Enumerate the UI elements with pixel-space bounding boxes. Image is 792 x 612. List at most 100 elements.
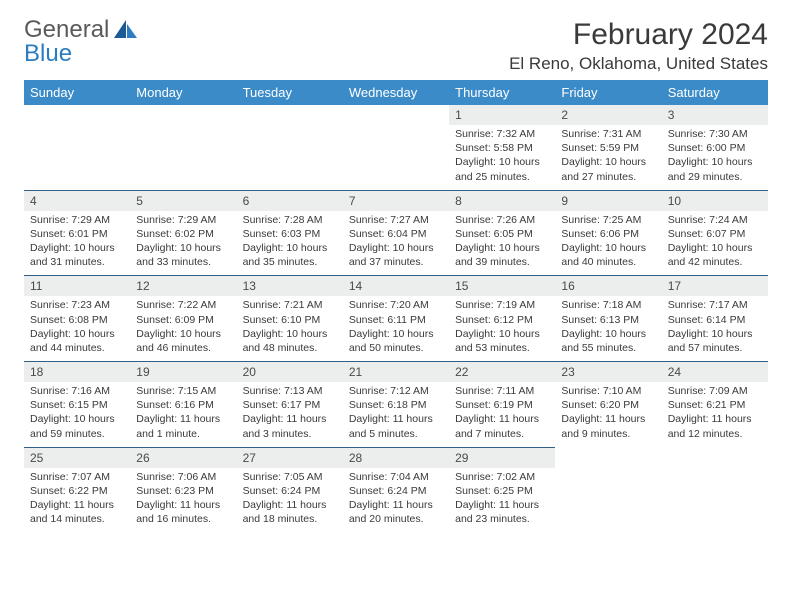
daylight-line: Daylight: 10 hours and 46 minutes. xyxy=(136,327,230,355)
day-detail-cell xyxy=(662,468,768,533)
day-detail-cell: Sunrise: 7:17 AMSunset: 6:14 PMDaylight:… xyxy=(662,296,768,361)
day-number-cell: 25 xyxy=(24,447,130,468)
day-number-row: 123 xyxy=(24,105,768,125)
sunset-line: Sunset: 6:07 PM xyxy=(668,227,762,241)
sunrise-line: Sunrise: 7:10 AM xyxy=(561,384,655,398)
sunrise-line: Sunrise: 7:22 AM xyxy=(136,298,230,312)
day-number-cell: 28 xyxy=(343,447,449,468)
sunrise-line: Sunrise: 7:29 AM xyxy=(30,213,124,227)
sunrise-line: Sunrise: 7:04 AM xyxy=(349,470,443,484)
day-detail-row: Sunrise: 7:07 AMSunset: 6:22 PMDaylight:… xyxy=(24,468,768,533)
sunrise-line: Sunrise: 7:32 AM xyxy=(455,127,549,141)
day-detail-cell xyxy=(130,125,236,190)
weekday-header-row: SundayMondayTuesdayWednesdayThursdayFrid… xyxy=(24,80,768,105)
sunset-line: Sunset: 6:03 PM xyxy=(243,227,337,241)
sunrise-line: Sunrise: 7:30 AM xyxy=(668,127,762,141)
day-number-row: 45678910 xyxy=(24,190,768,211)
day-detail-cell: Sunrise: 7:31 AMSunset: 5:59 PMDaylight:… xyxy=(555,125,661,190)
day-detail-row: Sunrise: 7:23 AMSunset: 6:08 PMDaylight:… xyxy=(24,296,768,361)
day-number-cell: 16 xyxy=(555,276,661,297)
header: General Blue February 2024 El Reno, Okla… xyxy=(24,18,768,74)
daylight-line: Daylight: 11 hours and 18 minutes. xyxy=(243,498,337,526)
day-detail-row: Sunrise: 7:16 AMSunset: 6:15 PMDaylight:… xyxy=(24,382,768,447)
day-number-cell: 12 xyxy=(130,276,236,297)
daylight-line: Daylight: 11 hours and 20 minutes. xyxy=(349,498,443,526)
weekday-header: Friday xyxy=(555,80,661,105)
daylight-line: Daylight: 10 hours and 42 minutes. xyxy=(668,241,762,269)
daylight-line: Daylight: 10 hours and 39 minutes. xyxy=(455,241,549,269)
sunrise-line: Sunrise: 7:02 AM xyxy=(455,470,549,484)
sunrise-line: Sunrise: 7:29 AM xyxy=(136,213,230,227)
sunrise-line: Sunrise: 7:15 AM xyxy=(136,384,230,398)
sunset-line: Sunset: 6:25 PM xyxy=(455,484,549,498)
sunset-line: Sunset: 6:20 PM xyxy=(561,398,655,412)
sail-icon xyxy=(113,18,139,45)
sunrise-line: Sunrise: 7:11 AM xyxy=(455,384,549,398)
daylight-line: Daylight: 11 hours and 23 minutes. xyxy=(455,498,549,526)
day-detail-cell: Sunrise: 7:12 AMSunset: 6:18 PMDaylight:… xyxy=(343,382,449,447)
daylight-line: Daylight: 11 hours and 3 minutes. xyxy=(243,412,337,440)
sunrise-line: Sunrise: 7:28 AM xyxy=(243,213,337,227)
day-number-cell: 27 xyxy=(237,447,343,468)
sunset-line: Sunset: 6:23 PM xyxy=(136,484,230,498)
day-number-cell: 21 xyxy=(343,362,449,383)
sunset-line: Sunset: 6:05 PM xyxy=(455,227,549,241)
sunrise-line: Sunrise: 7:13 AM xyxy=(243,384,337,398)
sunrise-line: Sunrise: 7:07 AM xyxy=(30,470,124,484)
sunset-line: Sunset: 6:19 PM xyxy=(455,398,549,412)
sunset-line: Sunset: 6:00 PM xyxy=(668,141,762,155)
sunset-line: Sunset: 6:15 PM xyxy=(30,398,124,412)
weekday-header: Sunday xyxy=(24,80,130,105)
sunset-line: Sunset: 6:09 PM xyxy=(136,313,230,327)
sunrise-line: Sunrise: 7:23 AM xyxy=(30,298,124,312)
sunrise-line: Sunrise: 7:27 AM xyxy=(349,213,443,227)
daylight-line: Daylight: 10 hours and 50 minutes. xyxy=(349,327,443,355)
sunrise-line: Sunrise: 7:17 AM xyxy=(668,298,762,312)
day-detail-cell: Sunrise: 7:15 AMSunset: 6:16 PMDaylight:… xyxy=(130,382,236,447)
day-detail-cell: Sunrise: 7:18 AMSunset: 6:13 PMDaylight:… xyxy=(555,296,661,361)
daylight-line: Daylight: 11 hours and 5 minutes. xyxy=(349,412,443,440)
logo-line1: General xyxy=(24,18,109,42)
day-number-cell xyxy=(343,105,449,125)
sunset-line: Sunset: 6:24 PM xyxy=(349,484,443,498)
calendar-table: SundayMondayTuesdayWednesdayThursdayFrid… xyxy=(24,80,768,532)
day-detail-cell xyxy=(343,125,449,190)
month-title: February 2024 xyxy=(509,18,768,52)
sunset-line: Sunset: 5:59 PM xyxy=(561,141,655,155)
day-number-cell: 22 xyxy=(449,362,555,383)
sunrise-line: Sunrise: 7:05 AM xyxy=(243,470,337,484)
sunset-line: Sunset: 6:12 PM xyxy=(455,313,549,327)
day-number-cell: 4 xyxy=(24,190,130,211)
daylight-line: Daylight: 10 hours and 40 minutes. xyxy=(561,241,655,269)
day-detail-cell xyxy=(555,468,661,533)
sunrise-line: Sunrise: 7:24 AM xyxy=(668,213,762,227)
day-detail-cell xyxy=(24,125,130,190)
day-detail-cell: Sunrise: 7:11 AMSunset: 6:19 PMDaylight:… xyxy=(449,382,555,447)
day-number-cell: 26 xyxy=(130,447,236,468)
sunset-line: Sunset: 6:24 PM xyxy=(243,484,337,498)
day-detail-cell: Sunrise: 7:06 AMSunset: 6:23 PMDaylight:… xyxy=(130,468,236,533)
day-number-cell xyxy=(662,447,768,468)
daylight-line: Daylight: 10 hours and 55 minutes. xyxy=(561,327,655,355)
daylight-line: Daylight: 10 hours and 31 minutes. xyxy=(30,241,124,269)
day-number-row: 11121314151617 xyxy=(24,276,768,297)
sunrise-line: Sunrise: 7:09 AM xyxy=(668,384,762,398)
day-number-cell: 20 xyxy=(237,362,343,383)
day-detail-cell xyxy=(237,125,343,190)
daylight-line: Daylight: 10 hours and 53 minutes. xyxy=(455,327,549,355)
sunrise-line: Sunrise: 7:18 AM xyxy=(561,298,655,312)
sunset-line: Sunset: 6:01 PM xyxy=(30,227,124,241)
day-number-cell: 3 xyxy=(662,105,768,125)
day-number-cell xyxy=(237,105,343,125)
day-detail-cell: Sunrise: 7:13 AMSunset: 6:17 PMDaylight:… xyxy=(237,382,343,447)
day-number-cell: 29 xyxy=(449,447,555,468)
sunrise-line: Sunrise: 7:21 AM xyxy=(243,298,337,312)
daylight-line: Daylight: 10 hours and 48 minutes. xyxy=(243,327,337,355)
sunset-line: Sunset: 6:10 PM xyxy=(243,313,337,327)
day-number-cell xyxy=(555,447,661,468)
day-detail-cell: Sunrise: 7:02 AMSunset: 6:25 PMDaylight:… xyxy=(449,468,555,533)
day-number-cell: 24 xyxy=(662,362,768,383)
sunset-line: Sunset: 6:14 PM xyxy=(668,313,762,327)
logo-line2: Blue xyxy=(24,42,109,66)
daylight-line: Daylight: 10 hours and 33 minutes. xyxy=(136,241,230,269)
